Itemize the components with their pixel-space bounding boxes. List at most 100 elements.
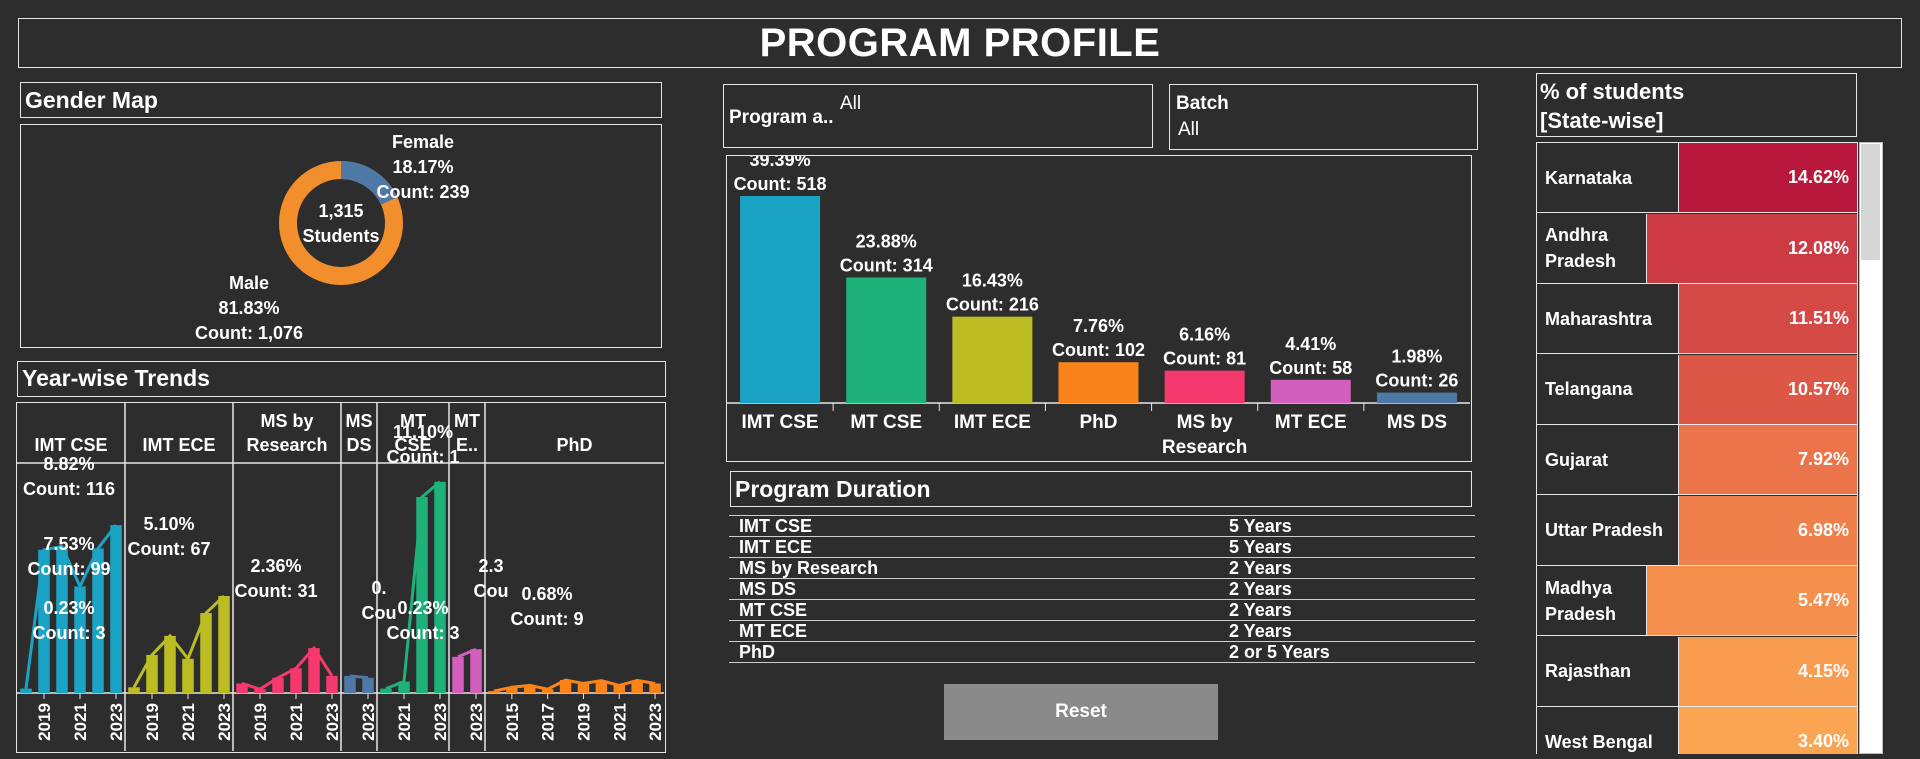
trend-bar[interactable]: [92, 548, 104, 693]
bar-label-pct: 4.41%: [1285, 334, 1336, 354]
bar-label-count: Count: 216: [946, 295, 1039, 315]
bar-category-label: MS by: [1177, 412, 1233, 433]
bar-ms-by-research[interactable]: [1164, 370, 1245, 403]
trend-bar[interactable]: [613, 685, 625, 693]
trend-line: [457, 647, 477, 659]
state-row[interactable]: Rajasthan 4.15%: [1537, 636, 1857, 707]
trend-bar[interactable]: [308, 648, 320, 693]
trend-bar[interactable]: [344, 675, 356, 693]
batch-filter[interactable]: Batch All: [1169, 84, 1478, 150]
state-row[interactable]: Gujarat 7.92%: [1537, 425, 1857, 495]
trend-bar[interactable]: [488, 691, 500, 693]
bar-label-pct: 39.39%: [750, 156, 811, 170]
trend-panel-mt-cse: MT CSE 2021 2023: [376, 403, 450, 751]
trend-bar[interactable]: [272, 677, 284, 693]
trend-year-label: 2021: [287, 703, 306, 741]
female-label-pct: 18.17%: [392, 157, 453, 177]
trend-bar[interactable]: [595, 680, 608, 693]
bar-mt-ece[interactable]: [1270, 379, 1351, 403]
bar-category-label: MT ECE: [1275, 412, 1347, 433]
state-row[interactable]: Maharashtra 11.51%: [1537, 284, 1857, 354]
trend-bar[interactable]: [56, 546, 68, 693]
trend-line: [24, 524, 118, 689]
trend-bar[interactable]: [254, 689, 266, 693]
page-title: PROGRAM PROFILE: [18, 18, 1902, 68]
state-name: West Bengal: [1537, 707, 1679, 754]
bar-mt-cse[interactable]: [846, 277, 927, 403]
trend-bar[interactable]: [577, 683, 590, 693]
trend-bar[interactable]: [218, 595, 230, 693]
trend-bar[interactable]: [380, 688, 392, 693]
trend-year-label: 2019: [143, 703, 162, 741]
state-name: Telangana: [1537, 354, 1679, 424]
bar-label-pct: 7.76%: [1073, 316, 1124, 336]
trend-bar[interactable]: [110, 525, 122, 693]
trend-bar[interactable]: [128, 687, 140, 693]
trend-bar[interactable]: [290, 668, 302, 693]
program-filter-label: Program a..: [729, 107, 834, 128]
bar-label-pct: 1.98%: [1391, 347, 1442, 367]
batch-filter-label: Batch: [1176, 93, 1229, 114]
trend-bar[interactable]: [470, 649, 482, 693]
scrollbar-thumb[interactable]: [1861, 144, 1880, 260]
donut-slice-female[interactable]: [279, 161, 403, 285]
state-name: Rajasthan: [1537, 636, 1679, 706]
trend-label-count: Cou: [362, 603, 397, 623]
trend-year-label: 2015: [503, 703, 522, 741]
state-row[interactable]: Uttar Pradesh 6.98%: [1537, 495, 1857, 566]
year-trends-panel: IMT CSE 2019 2021 2023 IMT ECE 2019 2021 2023 MS…: [16, 402, 666, 753]
trend-year-label: 2019: [251, 703, 270, 741]
bar-imt-cse[interactable]: [740, 196, 821, 403]
bar-ms-ds[interactable]: [1376, 392, 1457, 403]
batch-filter-value[interactable]: All: [1178, 119, 1200, 140]
trend-label-count: Count: 31: [235, 581, 318, 601]
trend-bar[interactable]: [434, 481, 446, 693]
bar-label-count: Count: 58: [1269, 358, 1352, 378]
trend-label-count: Count: 116: [23, 479, 115, 499]
trend-bar[interactable]: [452, 656, 464, 693]
duration-row: MS by Research 2 Years: [729, 557, 1475, 579]
trend-bar[interactable]: [398, 681, 410, 693]
duration-program: MT ECE: [729, 620, 1219, 642]
program-filter[interactable]: Program a.. All: [723, 84, 1153, 148]
state-row[interactable]: Madhya Pradesh 5.47%: [1537, 566, 1857, 636]
trend-bar[interactable]: [362, 677, 374, 693]
trend-panel-title: Research: [246, 435, 327, 455]
trend-bar[interactable]: [20, 688, 32, 693]
program-filter-value[interactable]: All: [840, 93, 862, 114]
trend-bar[interactable]: [506, 687, 518, 693]
trend-bar[interactable]: [631, 680, 643, 693]
state-row[interactable]: Telangana 10.57%: [1537, 354, 1857, 425]
state-row[interactable]: Andhra Pradesh 12.08%: [1537, 213, 1857, 284]
trend-line: [493, 678, 656, 693]
donut-center-label: Students: [302, 226, 379, 246]
state-row[interactable]: Karnataka 14.62%: [1537, 143, 1857, 213]
reset-button[interactable]: Reset: [944, 684, 1218, 740]
duration-program: IMT CSE: [729, 515, 1219, 537]
trend-panel-title: MS: [346, 411, 373, 431]
trend-bar[interactable]: [182, 658, 194, 693]
trend-bar[interactable]: [236, 683, 248, 693]
state-row[interactable]: West Bengal 3.40%: [1537, 707, 1857, 754]
trend-bar[interactable]: [559, 680, 572, 693]
trend-bar[interactable]: [326, 675, 338, 693]
bar-imt-ece[interactable]: [952, 316, 1033, 403]
trend-bar[interactable]: [524, 685, 536, 693]
program-duration-table: IMT CSE 5 Years IMT ECE 5 Years MS by Resear…: [729, 512, 1475, 663]
year-trends-header: Year-wise Trends: [17, 361, 666, 397]
trend-bar[interactable]: [74, 586, 86, 693]
trend-bar[interactable]: [38, 549, 50, 693]
trend-bar[interactable]: [649, 683, 661, 693]
trend-bar[interactable]: [146, 654, 158, 693]
trend-bar[interactable]: [200, 613, 212, 693]
bar-phd[interactable]: [1058, 362, 1139, 403]
male-label-count: Count: 1,076: [195, 323, 303, 343]
state-table-scrollbar[interactable]: [1859, 142, 1883, 754]
state-wise-table: Karnataka 14.62% Andhra Pradesh 12.08% Mahara…: [1536, 142, 1858, 754]
state-name: Maharashtra: [1537, 284, 1679, 353]
trend-label-pct: 11.10%: [393, 422, 453, 442]
trend-panel-title: CSE: [394, 435, 431, 455]
trend-bar[interactable]: [416, 497, 428, 693]
trend-bar[interactable]: [164, 635, 176, 693]
trend-bar[interactable]: [541, 689, 554, 693]
